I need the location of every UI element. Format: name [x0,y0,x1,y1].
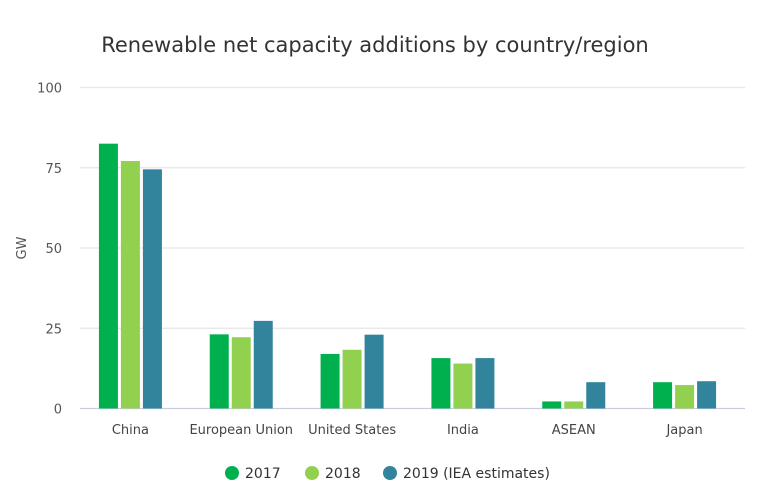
y-tick-label: 0 [54,403,62,418]
bar [475,358,495,409]
bar [231,337,251,409]
bar [431,358,451,409]
bar [253,320,273,409]
legend-marker [305,466,319,480]
bar [120,161,140,409]
bar [453,363,473,409]
y-tick-label: 50 [45,242,62,257]
bar [209,334,229,409]
x-tick-label: United States [308,423,396,438]
bar [542,401,562,409]
legend-marker [225,466,239,480]
x-tick-label: European Union [189,423,293,438]
bar [564,401,584,409]
y-axis-label: GW [15,236,30,259]
x-tick-label: China [112,423,149,438]
bar [364,334,384,409]
x-tick-label: ASEAN [552,423,596,438]
bar [320,353,340,409]
y-tick-label: 100 [37,82,62,97]
chart-title: Renewable net capacity additions by coun… [101,33,649,57]
legend-marker [383,466,397,480]
bar [653,382,673,409]
x-tick-label: India [447,423,479,438]
bar [142,169,162,409]
y-tick-label: 25 [45,322,62,337]
legend-label: 2018 [325,466,361,482]
legend-label: 2017 [245,466,281,482]
legend-label: 2019 (IEA estimates) [403,466,550,482]
y-tick-label: 75 [45,162,62,177]
bar [342,349,362,409]
bar [98,143,118,409]
bar [675,385,695,409]
x-tick-label: Japan [665,423,702,438]
bar [586,382,606,409]
bar [697,381,717,409]
